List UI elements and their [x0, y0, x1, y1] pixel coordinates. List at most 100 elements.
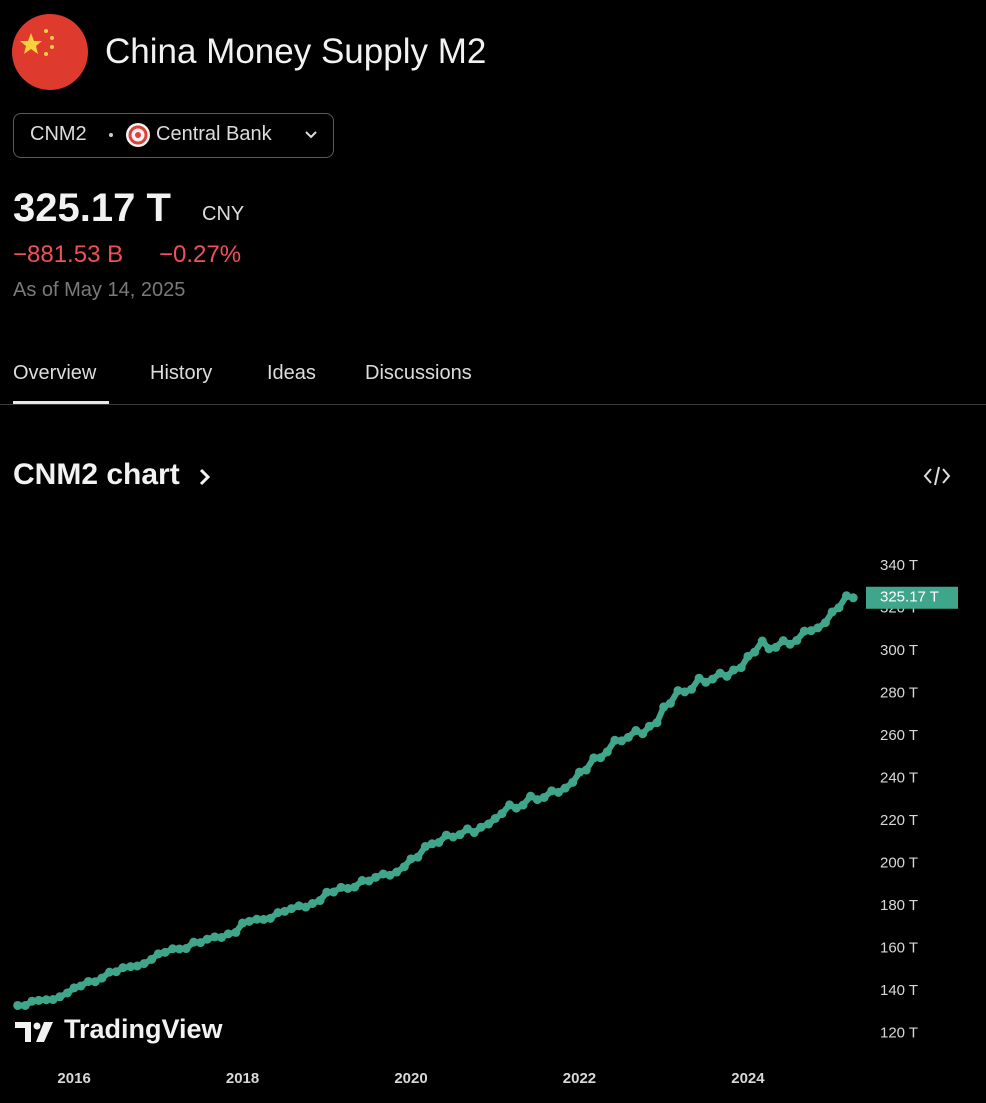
- data-point: [231, 927, 241, 937]
- data-point: [62, 988, 72, 998]
- data-point: [343, 883, 353, 893]
- dropdown-chevron[interactable]: [305, 131, 317, 139]
- data-point: [223, 929, 233, 939]
- data-point: [210, 932, 220, 942]
- data-point: [315, 896, 325, 906]
- data-point: [307, 898, 317, 908]
- x-tick-label: 2022: [563, 1070, 596, 1087]
- data-point: [83, 976, 93, 986]
- data-point: [27, 996, 37, 1006]
- tab-underline: [13, 401, 109, 404]
- data-point: [596, 753, 606, 763]
- as-of-date: As of May 14, 2025: [13, 279, 186, 301]
- data-point: [834, 603, 844, 613]
- embed-icon[interactable]: [923, 466, 951, 486]
- data-point: [848, 593, 858, 603]
- data-point: [238, 918, 248, 928]
- flag-icon: [12, 14, 88, 90]
- data-point: [153, 949, 163, 959]
- data-point: [539, 792, 549, 802]
- data-point: [638, 729, 648, 739]
- header-graphics: [0, 14, 986, 486]
- data-point: [701, 677, 711, 687]
- data-point: [652, 718, 662, 728]
- data-point: [511, 803, 521, 813]
- data-point: [357, 876, 367, 886]
- data-point: [778, 636, 788, 646]
- data-point: [771, 642, 781, 652]
- data-point: [174, 944, 184, 954]
- data-point: [286, 904, 296, 914]
- data-point: [181, 944, 191, 954]
- data-point: [322, 887, 332, 897]
- data-point: [168, 944, 178, 954]
- data-point: [280, 906, 290, 916]
- x-tick-label: 2020: [394, 1070, 427, 1087]
- data-point: [294, 901, 304, 911]
- data-point: [644, 721, 654, 731]
- last-value-tag: [866, 586, 958, 609]
- data-point: [469, 828, 479, 838]
- symbol: CNM2: [30, 123, 87, 145]
- data-point: [799, 626, 809, 636]
- data-point: [48, 995, 58, 1005]
- data-point: [553, 787, 563, 797]
- data-point: [329, 887, 339, 897]
- data-point: [455, 830, 465, 840]
- data-point: [547, 786, 557, 796]
- data-point: [413, 852, 423, 862]
- data-point: [76, 981, 86, 991]
- data-point: [20, 1000, 30, 1010]
- chart-heading[interactable]: CNM2 chart: [13, 458, 180, 491]
- y-tick-label: 240 T: [880, 770, 918, 787]
- symbol-selector[interactable]: [13, 113, 334, 158]
- data-point: [484, 819, 494, 829]
- data-point: [750, 647, 760, 657]
- heading-chevron[interactable]: [199, 468, 211, 486]
- data-point: [385, 870, 395, 880]
- tradingview-logo-icon: [15, 1022, 53, 1042]
- last-value-label: 325.17 T: [880, 589, 939, 606]
- tab-divider: [0, 404, 986, 405]
- data-point: [631, 726, 641, 736]
- data-point: [602, 747, 612, 757]
- data-point: [462, 824, 472, 834]
- data-point: [820, 618, 830, 628]
- data-point: [13, 1000, 23, 1010]
- y-tick-label: 200 T: [880, 855, 918, 872]
- change: −881.53 B: [13, 241, 124, 268]
- y-tick-label: 260 T: [880, 727, 918, 744]
- data-point: [568, 777, 578, 787]
- data-point: [785, 639, 795, 649]
- data-point: [708, 674, 718, 684]
- tab[interactable]: Ideas: [267, 362, 316, 384]
- data-point: [518, 800, 528, 810]
- data-point: [118, 963, 128, 973]
- data-point: [265, 913, 275, 923]
- data-point: [686, 684, 696, 694]
- data-point: [743, 651, 753, 661]
- bank-icon: [126, 123, 150, 147]
- data-point: [97, 973, 107, 983]
- x-tick-label: 2018: [226, 1070, 259, 1087]
- data-point: [55, 992, 65, 1002]
- data-point: [350, 882, 360, 892]
- tab[interactable]: Overview: [13, 362, 97, 384]
- tab[interactable]: History: [150, 362, 213, 384]
- data-point: [371, 872, 381, 882]
- data-point: [764, 644, 774, 654]
- data-point: [406, 854, 416, 864]
- data-point: [715, 668, 725, 678]
- y-tick-label: 280 T: [880, 685, 918, 702]
- data-point: [399, 862, 409, 872]
- data-point: [139, 959, 149, 969]
- data-point: [560, 783, 570, 793]
- data-point: [827, 607, 837, 617]
- page-title: China Money Supply M2: [105, 32, 487, 71]
- tab[interactable]: Discussions: [365, 362, 472, 384]
- data-point: [476, 822, 486, 832]
- price: 325.17 T: [13, 186, 171, 230]
- data-point: [617, 736, 627, 746]
